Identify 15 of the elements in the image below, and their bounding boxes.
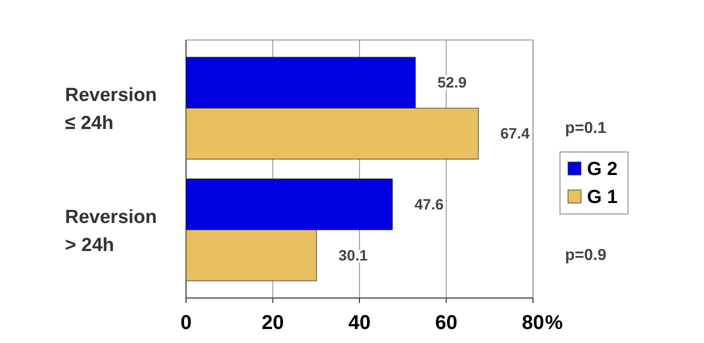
y-tick-label: Reversion ≤ 24h xyxy=(65,85,157,134)
y-tick-label: Reversion > 24h xyxy=(65,206,157,256)
x-tick-label: 40 xyxy=(348,312,371,334)
data-label: 67.4 xyxy=(500,126,530,143)
legend-label: G 1 xyxy=(587,187,618,208)
x-axis-title: % xyxy=(545,312,563,334)
data-label: 47.6 xyxy=(414,196,444,214)
legend-label: G 2 xyxy=(587,159,618,180)
data-label: 30.1 xyxy=(338,247,368,264)
text: p=0.1 xyxy=(565,120,606,138)
x-tick-label: 80 xyxy=(522,312,544,334)
text: p=0.9 xyxy=(565,246,606,264)
x-tick-label: 0 xyxy=(180,312,192,334)
x-tick-label: 20 xyxy=(262,312,284,334)
x-tick-label: 60 xyxy=(435,312,458,334)
